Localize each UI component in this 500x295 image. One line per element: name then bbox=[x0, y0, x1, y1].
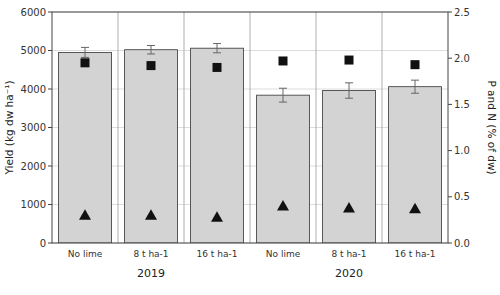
error-bar bbox=[213, 44, 221, 53]
x-tick-label: No lime bbox=[266, 249, 301, 259]
x-tick-label: No lime bbox=[68, 249, 103, 259]
y-axis-label: Yield (kg dw ha⁻¹) bbox=[3, 80, 15, 175]
y-tick bbox=[48, 243, 52, 244]
error-cap bbox=[213, 52, 221, 53]
plot-area bbox=[52, 12, 448, 243]
plot-frame bbox=[52, 12, 448, 243]
square-marker bbox=[147, 61, 156, 70]
category-separator bbox=[250, 12, 251, 243]
x-tick-label: 8 t ha-1 bbox=[331, 249, 366, 259]
y-tick-label: 6000 bbox=[21, 7, 46, 18]
category-separator bbox=[382, 12, 383, 243]
triangle-marker bbox=[79, 209, 91, 220]
y2-tick bbox=[448, 12, 452, 13]
y-tick-label: 5000 bbox=[21, 45, 46, 56]
y-tick bbox=[48, 204, 52, 205]
y-tick bbox=[48, 12, 52, 13]
y-tick-label: 2000 bbox=[21, 161, 46, 172]
square-marker bbox=[411, 60, 420, 69]
y2-tick bbox=[448, 196, 452, 197]
error-cap bbox=[81, 47, 89, 48]
y2-axis-label: P and N (% of dw) bbox=[486, 80, 498, 174]
error-stem bbox=[415, 80, 416, 93]
error-cap bbox=[279, 102, 287, 103]
y-tick bbox=[48, 127, 52, 128]
square-marker bbox=[81, 58, 90, 67]
y2-tick-label: 0.5 bbox=[454, 191, 470, 202]
category-separator bbox=[184, 12, 185, 243]
square-marker bbox=[279, 56, 288, 65]
error-cap bbox=[81, 57, 89, 58]
marks bbox=[59, 44, 442, 243]
triangle-marker bbox=[277, 200, 289, 211]
y2-tick-label: 2.0 bbox=[454, 53, 470, 64]
y-tick-label: 4000 bbox=[21, 84, 46, 95]
group-label: 2019 bbox=[137, 267, 165, 280]
error-cap bbox=[213, 43, 221, 44]
y2-tick bbox=[448, 104, 452, 105]
y-tick-label: 1000 bbox=[21, 199, 46, 210]
y2-tick-label: 1.0 bbox=[454, 145, 470, 156]
y-tick bbox=[48, 89, 52, 90]
error-cap bbox=[411, 80, 419, 81]
error-stem bbox=[85, 47, 86, 57]
error-stem bbox=[217, 44, 218, 53]
triangle-marker bbox=[145, 209, 157, 220]
y-tick-label: 0 bbox=[40, 238, 46, 249]
error-stem bbox=[349, 83, 350, 98]
error-cap bbox=[345, 82, 353, 83]
error-bar bbox=[279, 88, 287, 102]
bar bbox=[59, 52, 112, 243]
error-cap bbox=[411, 93, 419, 94]
group-label: 2020 bbox=[335, 267, 363, 280]
error-cap bbox=[147, 53, 155, 54]
error-cap bbox=[279, 88, 287, 89]
bar bbox=[389, 87, 442, 243]
bar bbox=[257, 95, 310, 243]
error-stem bbox=[151, 45, 152, 53]
x-tick-label: 16 t ha-1 bbox=[395, 249, 436, 259]
error-bar bbox=[81, 47, 89, 57]
x-tick-label: 8 t ha-1 bbox=[133, 249, 168, 259]
triangle-marker bbox=[211, 211, 223, 222]
triangle-marker bbox=[343, 202, 355, 213]
error-bar bbox=[411, 80, 419, 93]
error-stem bbox=[283, 88, 284, 102]
bar bbox=[125, 50, 178, 243]
x-tick-label: 16 t ha-1 bbox=[197, 249, 238, 259]
square-marker bbox=[213, 63, 222, 72]
error-cap bbox=[147, 45, 155, 46]
y2-tick bbox=[448, 150, 452, 151]
bar bbox=[191, 48, 244, 243]
y2-tick-label: 2.5 bbox=[454, 7, 470, 18]
y2-tick-label: 1.5 bbox=[454, 99, 470, 110]
category-separator bbox=[118, 12, 119, 243]
category-separator bbox=[316, 12, 317, 243]
error-bar bbox=[345, 83, 353, 98]
y2-tick-label: 0.0 bbox=[454, 238, 470, 249]
y-tick bbox=[48, 166, 52, 167]
error-cap bbox=[345, 98, 353, 99]
error-bar bbox=[147, 45, 155, 53]
y2-tick bbox=[448, 243, 452, 244]
y-tick-label: 3000 bbox=[21, 122, 46, 133]
y-tick bbox=[48, 50, 52, 51]
bar bbox=[323, 91, 376, 243]
y2-tick bbox=[448, 58, 452, 59]
triangle-marker bbox=[409, 203, 421, 214]
square-marker bbox=[345, 56, 354, 65]
chart: 0 1000 2000 3000 4000 5000 6000 0.0 0.5 1.0 1.5 2.0… bbox=[0, 0, 500, 295]
